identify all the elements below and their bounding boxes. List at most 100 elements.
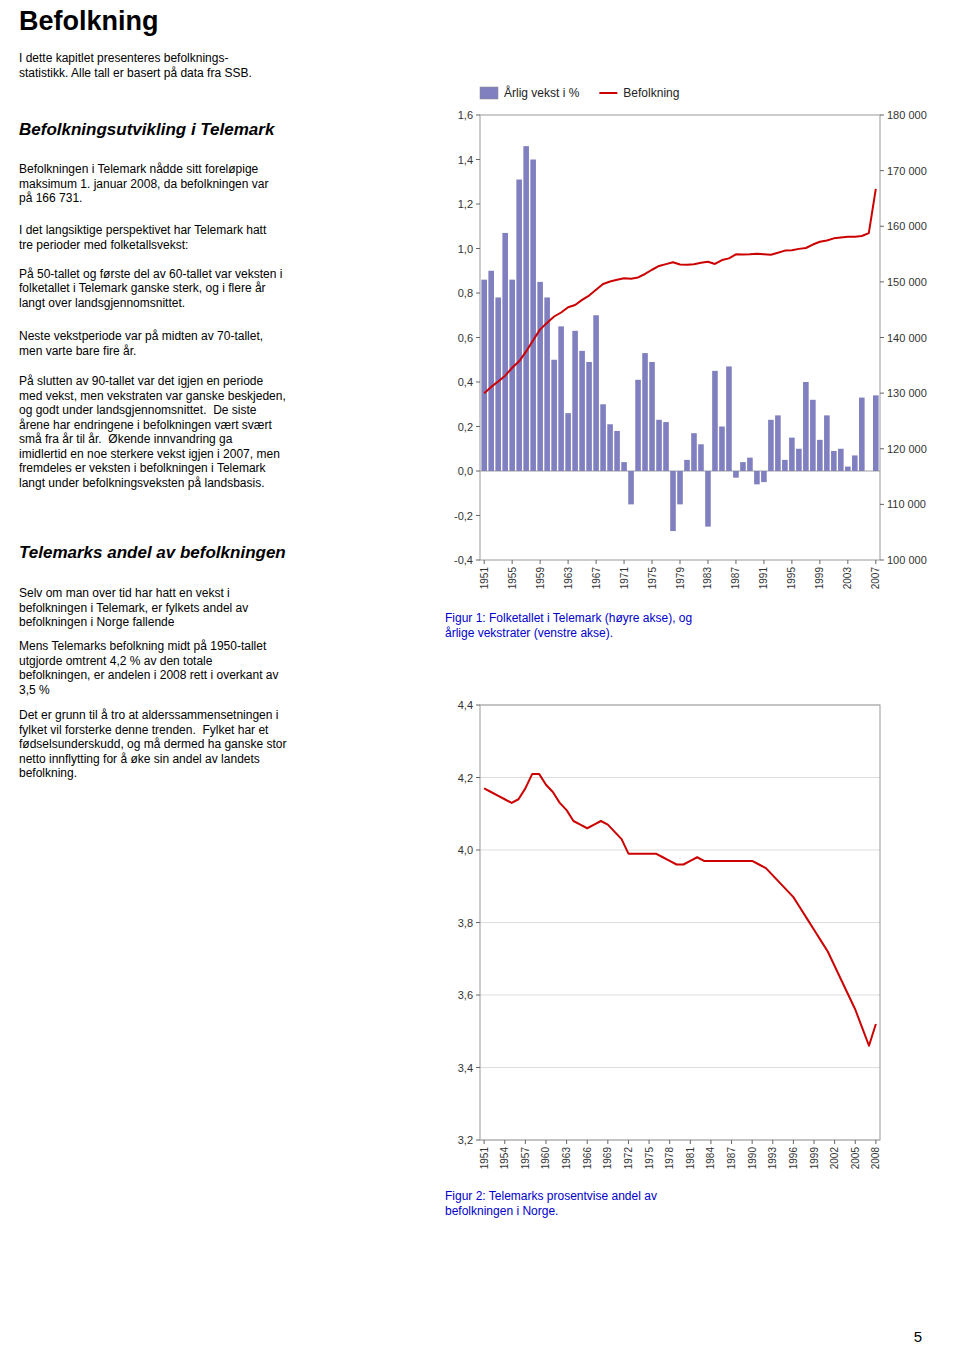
legend-swatch [480,87,498,99]
x-tick [624,560,625,564]
y-tick-label: 3,2 [458,1134,473,1146]
x-tick-label: 1951 [479,567,490,590]
y-tick [476,705,480,706]
x-tick-label: 1963 [561,1147,572,1170]
y2-tick [880,115,884,116]
x-tick-label: 2005 [850,1147,861,1170]
bar [516,180,522,471]
axes: 1951195419571960196319661969197219751978… [458,699,882,1169]
x-tick [484,560,485,564]
x-tick [504,1140,505,1144]
y-tick [476,204,480,205]
x-tick [763,560,764,564]
y-tick-label: 0,0 [458,465,473,477]
bar [691,433,697,471]
bar [502,233,508,471]
bar [740,462,746,471]
bar [649,362,655,471]
bar [642,353,648,471]
bar [488,271,494,471]
x-tick [772,1140,773,1144]
x-tick-label: 1972 [623,1147,634,1170]
bar [831,451,837,471]
x-tick-label: 1959 [535,567,546,590]
paragraph: I det langsiktige perspektivet har Telem… [19,223,282,310]
legend-label: Befolkning [623,86,679,100]
bar [523,146,529,471]
plot-frame [480,115,880,560]
bar [551,360,557,471]
x-tick [545,1140,546,1144]
x-tick [855,1140,856,1144]
bar [768,420,774,471]
bar [684,460,690,471]
x-tick [540,560,541,564]
bar [537,282,543,471]
bar [733,471,739,478]
bar [838,449,844,471]
y-tick-label: 1,0 [458,243,473,255]
y2-tick-label: 110 000 [887,498,926,510]
x-tick [587,1140,588,1144]
x-tick [875,560,876,564]
bar [558,326,564,471]
y-tick-label: 3,6 [458,989,473,1001]
grid-line [480,995,880,996]
y2-tick-label: 170 000 [887,165,927,177]
line [484,774,876,1046]
y-tick [476,426,480,427]
y-tick [476,471,480,472]
bar [754,471,760,484]
y2-tick-label: 120 000 [887,443,927,455]
bar [796,449,802,471]
x-tick [525,1140,526,1144]
x-tick-label: 1983 [702,567,713,590]
bar [656,420,662,471]
y-tick [476,1067,480,1068]
paragraph: På slutten av 90-tallet var det igjen en… [19,374,286,490]
bar [761,471,767,482]
y-tick-label: -0,2 [454,510,473,522]
bar [677,471,683,504]
y2-tick [880,281,884,282]
x-tick-label: 1990 [747,1147,758,1170]
x-tick-label: 1981 [685,1147,696,1170]
grid [480,705,880,1140]
bar [628,471,634,504]
y-tick-label: 3,4 [458,1062,473,1074]
y2-tick [880,393,884,394]
x-tick-label: 1971 [619,567,630,590]
bar [852,455,858,471]
bar [565,413,571,471]
y-tick [476,922,480,923]
bar [775,415,781,471]
legend-entry: Årlig vekst i % [480,85,580,100]
bar [859,398,865,471]
chart: 1951195419571960196319661969197219751978… [445,699,881,1218]
y-tick-label: 4,0 [458,844,473,856]
bar [579,351,585,471]
x-tick-label: 1954 [499,1147,510,1170]
x-tick [875,1140,876,1144]
x-tick-label: 1991 [758,567,769,590]
series-group [481,146,878,531]
x-tick-label: 1975 [647,567,658,590]
bar [481,280,487,471]
y-tick-label: 1,2 [458,198,473,210]
bar [530,160,536,472]
x-tick-label: 1987 [726,1147,737,1170]
y-tick-label: 4,4 [458,699,473,711]
y-tick-label: 4,2 [458,772,473,784]
x-tick [847,560,848,564]
x-tick [669,1140,670,1144]
x-tick [793,1140,794,1144]
bar [600,404,606,471]
bar [873,395,879,471]
y-tick-label: 0,2 [458,421,473,433]
legend-swatch [599,92,617,94]
x-tick-label: 1955 [507,567,518,590]
y-tick-label: 1,4 [458,154,473,166]
x-tick-label: 2007 [870,567,881,590]
x-tick [731,1140,732,1144]
paragraph: Befolkningen i Telemark nådde sitt forel… [19,162,268,205]
